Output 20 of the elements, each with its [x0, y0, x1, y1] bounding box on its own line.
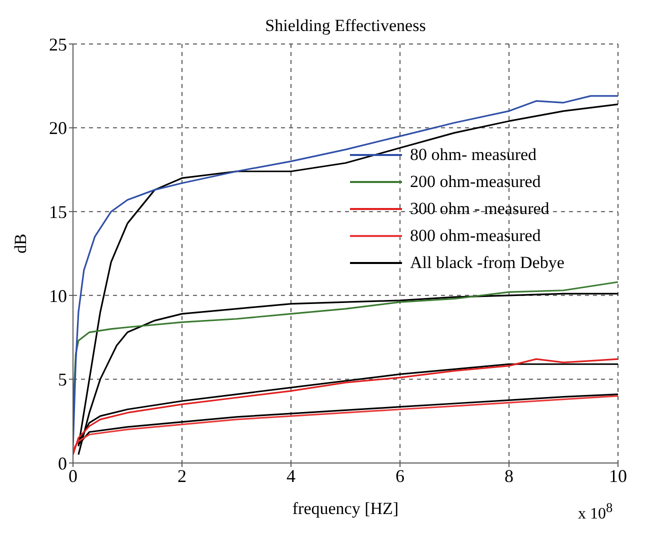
y-tick-label: 25 — [49, 34, 67, 54]
x-tick-label: 4 — [286, 466, 296, 486]
y-axis-title: dB — [11, 234, 30, 254]
x-axis-title: frequency [HZ] — [292, 499, 399, 518]
x-tick-label: 8 — [504, 466, 514, 486]
y-tick-label: 5 — [58, 370, 67, 390]
y-tick-label: 20 — [49, 118, 67, 138]
legend-label: 300 ohm - measured — [410, 198, 550, 220]
y-tick-label: 15 — [49, 202, 67, 222]
text: x 10$^{8}$ — [578, 500, 613, 524]
x-tick-label: 6 — [396, 466, 404, 486]
legend-label: 200 ohm-measured — [410, 171, 541, 193]
x-tick-label: 2 — [178, 466, 186, 486]
y-tick-label: 10 — [49, 286, 67, 306]
y-tick-label: 0 — [58, 453, 67, 474]
legend-label: 800 ohm-measured — [410, 225, 541, 247]
legend-label: All black -from Debye — [410, 252, 564, 274]
chart-title: Shielding Effectiveness — [264, 16, 427, 36]
legend-label: 80 ohm- measured — [410, 144, 537, 166]
x-tick-label: 10 — [609, 466, 627, 486]
